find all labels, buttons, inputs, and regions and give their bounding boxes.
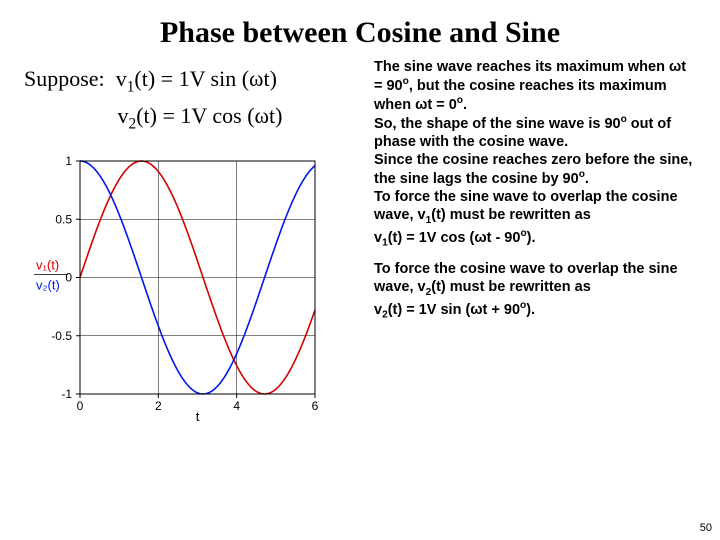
page-title: Phase between Cosine and Sine [0,0,720,58]
phase-chart: -1 -0.5 0 0.5 1 0 2 4 6 t v₁(t) v₂(t) [22,149,327,424]
svg-text:-1: -1 [61,387,72,401]
p1c: . [463,97,467,113]
right-column: The sine wave reaches its maximum when ω… [362,58,698,424]
svg-text:0.5: 0.5 [55,212,72,226]
eq1-pre: v [116,66,127,91]
p3a: Since the cosine reaches zero before the… [374,152,692,187]
svg-text:v₂(t): v₂(t) [36,278,60,293]
p4d: (t) = 1V cos (ωt - 90 [388,230,521,246]
eq1-post: (t) = 1V sin (ωt) [134,66,277,91]
left-column: Suppose: v 1 (t) = 1V sin (ωt) v 2 (t) = 1V … [22,58,362,424]
svg-text:2: 2 [155,399,162,413]
p4c: v [374,230,382,246]
eq2-pre: v [118,103,129,128]
p5c: v [374,302,382,318]
chart-container: -1 -0.5 0 0.5 1 0 2 4 6 t v₁(t) v₂(t) [22,149,362,424]
p5d: (t) = 1V sin (ωt + 90 [388,302,520,318]
para-2: To force the cosine wave to overlap the … [374,260,698,322]
p1b: , but the cosine reaches its maximum whe… [374,78,667,113]
slide-number: 50 [700,522,712,534]
svg-text:t: t [196,409,200,424]
eq2-post: (t) = 1V cos (ωt) [136,103,282,128]
para-1: The sine wave reaches its maximum when ω… [374,58,698,250]
svg-text:6: 6 [312,399,319,413]
suppose-label: Suppose: [24,66,105,91]
content-area: Suppose: v 1 (t) = 1V sin (ωt) v 2 (t) = 1V … [0,58,720,424]
svg-text:1: 1 [65,154,72,168]
svg-text:-0.5: -0.5 [51,329,72,343]
p4e: ). [527,230,536,246]
svg-text:v₁(t): v₁(t) [36,258,59,273]
p3b: . [585,171,589,187]
p4b: (t) must be rewritten as [431,207,591,223]
svg-text:0: 0 [77,399,84,413]
svg-text:4: 4 [233,399,240,413]
svg-text:0: 0 [65,271,72,285]
p5e: ). [526,302,535,318]
p5b: (t) must be rewritten as [431,279,591,295]
p2a: So, the shape of the sine wave is 90 [374,116,621,132]
suppose-block: Suppose: v1(t) = 1V sin (ωt) v2(t) = 1V … [22,58,362,135]
